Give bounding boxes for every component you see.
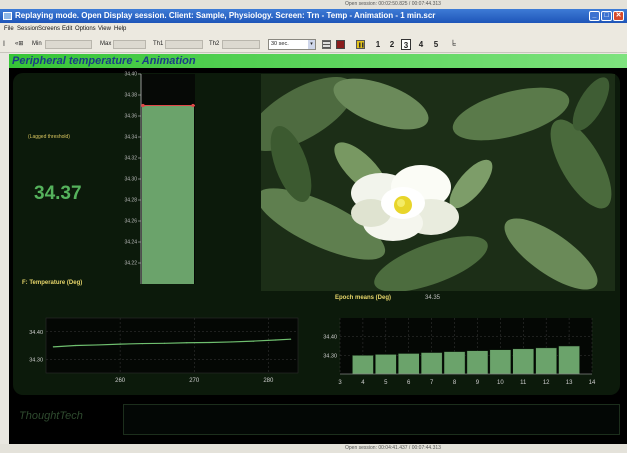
minimize-button[interactable]: _ [589, 11, 600, 21]
pause-icon[interactable] [356, 40, 365, 49]
menu-help[interactable]: Help [114, 26, 127, 32]
screen-5-button[interactable]: 5 [433, 40, 439, 49]
screen-3-button[interactable]: 3 [401, 39, 411, 50]
session-status-bottom: Open session: 00:04:41.437 / 00:07:44.31… [0, 444, 627, 453]
window-title: Replaying mode. Open Display session. Cl… [15, 11, 436, 20]
session-time-top: Open session: 00:02:50.825 / 00:07:44.31… [345, 1, 441, 7]
session-time-bottom: Open session: 00:04:41.437 / 00:07:44.31… [345, 445, 441, 451]
interval-value: 30 sec. [271, 41, 289, 47]
menu-file[interactable]: File [4, 26, 14, 32]
maximize-button[interactable]: □ [601, 11, 612, 21]
screen-1-button[interactable]: 1 [375, 40, 381, 49]
close-button[interactable]: ✕ [613, 11, 624, 21]
menu-view[interactable]: View [98, 26, 111, 32]
interval-select[interactable]: 30 sec. ▾ [268, 39, 316, 50]
th2-label: Th2 [209, 41, 220, 47]
menu-bar: File Session Screens Edit Options View H… [0, 23, 627, 36]
screen-2-button[interactable]: 2 [389, 40, 395, 49]
menu-session[interactable]: Session [17, 26, 39, 32]
record-icon[interactable] [336, 40, 345, 49]
th2-field[interactable] [222, 40, 260, 49]
th1-field[interactable] [165, 40, 203, 49]
grid-icon[interactable] [322, 40, 331, 49]
temperature-chart-title: F: Temperature (Deg) [22, 280, 83, 286]
menu-edit[interactable]: Edit [62, 26, 73, 32]
brand-logo: ThoughtTech [19, 410, 83, 422]
temperature-value: 34.37 [34, 183, 82, 204]
chevron-down-icon: ▾ [308, 40, 315, 49]
max-label: Max [100, 41, 112, 47]
flower-animation-image [261, 74, 615, 291]
toolbar-separator-icon: ⅼ [3, 41, 5, 48]
app-icon [3, 12, 12, 20]
display-title: Peripheral temperature - Animation [12, 55, 196, 67]
min-field[interactable] [45, 40, 92, 49]
threshold-label: (Lagged threshold) [28, 134, 70, 140]
end-icon[interactable]: ╘ [450, 40, 456, 49]
session-status-top: Open session: 00:02:50.825 / 00:07:44.31… [0, 0, 627, 9]
menu-screens[interactable]: Screens [38, 26, 61, 32]
epoch-mean-value: 34.35 [425, 295, 441, 301]
epoch-chart-title: Epoch means (Deg) [335, 295, 392, 301]
menu-options[interactable]: Options [75, 26, 96, 32]
mode-toggle-icon[interactable]: «⊞ [15, 41, 24, 47]
display-header: Peripheral temperature - Animation [9, 54, 627, 68]
th1-label: Th1 [153, 41, 164, 47]
message-panel [123, 404, 620, 435]
toolbar: ⅼ «⊞ Min Max Th1 Th2 30 sec. ▾ 1 2 3 4 5… [0, 36, 627, 53]
title-bar[interactable]: Replaying mode. Open Display session. Cl… [0, 9, 627, 23]
max-field[interactable] [113, 40, 146, 49]
min-label: Min [32, 41, 42, 47]
screen-4-button[interactable]: 4 [418, 40, 424, 49]
